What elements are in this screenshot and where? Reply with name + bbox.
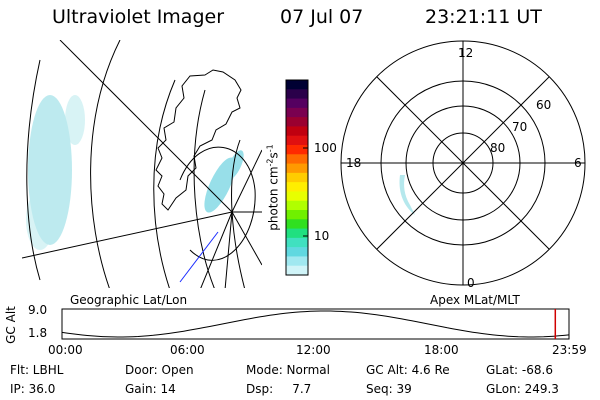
mlat-label-60: 60	[536, 98, 552, 112]
colorbar-segment	[286, 135, 308, 146]
colorbar	[285, 79, 309, 276]
colorbar-segment	[286, 265, 308, 276]
colorbar-segment	[286, 107, 308, 118]
colorbar-segment	[286, 237, 308, 248]
altitude-min: 1.8	[28, 326, 48, 340]
colorbar-segment	[286, 228, 308, 239]
apex-panel-label: Apex MLat/MLT	[430, 293, 520, 307]
pointing-line	[179, 231, 219, 283]
geographic-map	[22, 40, 262, 288]
geographic-panel-label: Geographic Lat/Lon	[70, 293, 188, 307]
aurora-emission-center	[204, 150, 244, 213]
colorbar-segment	[286, 200, 308, 211]
colorbar-segment	[286, 191, 308, 202]
seq-readout: Seq: 39	[366, 382, 412, 396]
colorbar-segment	[286, 145, 308, 155]
date-display: 07 Jul 07	[280, 6, 364, 28]
dsp-readout: Dsp: 7.7	[246, 382, 312, 396]
altitude-axis-label: GC Alt	[3, 306, 18, 344]
colorbar-frame	[285, 79, 309, 276]
coastline	[155, 69, 242, 211]
time-tick-1: 06:00	[170, 343, 205, 357]
aurora-emission-left	[26, 95, 85, 250]
mlat-label-70: 70	[512, 120, 528, 134]
time-tick-3: 18:00	[424, 343, 459, 357]
polar-grid	[340, 40, 586, 286]
colorbar-segment	[286, 219, 308, 230]
mode-readout: Mode: Normal	[246, 363, 330, 377]
mlat-label-80: 80	[490, 141, 506, 155]
glat-readout: GLat: -68.6	[486, 363, 553, 377]
glon-readout: GLon: 249.3	[486, 382, 559, 396]
colorbar-tick-100: 100	[314, 141, 337, 155]
colorbar-segment	[286, 256, 308, 267]
mlt-label-12: 12	[458, 46, 474, 60]
colorbar-label: photon cm-2s-1	[265, 144, 281, 231]
gc-alt-readout: GC Alt: 4.6 Re	[366, 363, 450, 377]
colorbar-segment	[286, 182, 308, 193]
colorbar-segment	[286, 80, 308, 90]
altitude-max: 9.0	[28, 303, 48, 317]
latitude-arcs	[26, 40, 246, 288]
instrument-title: Ultraviolet Imager	[52, 6, 225, 28]
ip-readout: IP: 36.0	[10, 382, 56, 396]
colorbar-segment	[286, 98, 308, 109]
colorbar-segment	[286, 117, 308, 128]
longitude-lines	[22, 40, 262, 288]
colorbar-segment	[286, 172, 308, 183]
colorbar-segment	[286, 89, 308, 100]
time-tick-0: 00:00	[48, 343, 83, 357]
mlt-label-18: 18	[346, 156, 362, 170]
colorbar-segment	[286, 126, 308, 137]
colorbar-segment	[286, 154, 308, 165]
time-display: 23:21:11 UT	[425, 6, 542, 28]
mlt-label-6: 6	[574, 156, 582, 170]
aurora-emission-polar	[399, 175, 415, 215]
filter-readout: Flt: LBHL	[10, 363, 64, 377]
door-readout: Door: Open	[125, 363, 194, 377]
mlt-label-0: 0	[467, 276, 475, 290]
colorbar-segment	[286, 247, 308, 258]
colorbar-segment	[286, 210, 308, 220]
time-tick-4: 23:59	[552, 343, 587, 357]
colorbar-tick-10: 10	[314, 229, 330, 243]
altitude-strip-plot	[61, 308, 570, 340]
time-tick-2: 12:00	[296, 343, 331, 357]
colorbar-segment	[286, 163, 308, 174]
gain-readout: Gain: 14	[125, 382, 176, 396]
